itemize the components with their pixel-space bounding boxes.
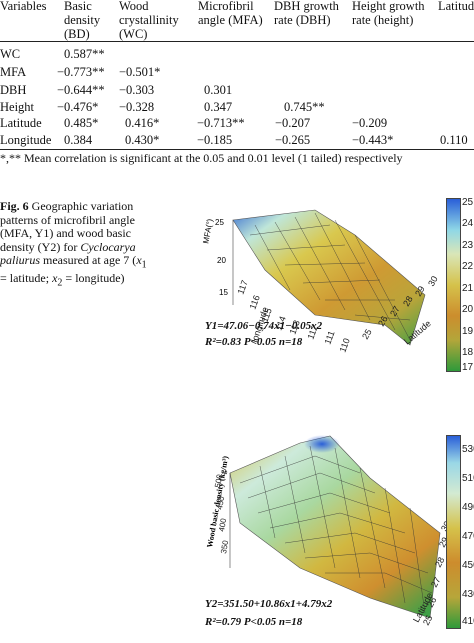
- mfa-colorbar: [446, 198, 461, 372]
- header-bd: Basic density (BD): [64, 0, 101, 41]
- table-cell: −0.303: [119, 83, 155, 97]
- y-tick: 112: [305, 324, 319, 341]
- row-label: WC: [0, 47, 21, 61]
- colorbar-tick: 410: [462, 616, 474, 627]
- table-rule-top: [0, 41, 474, 42]
- y-tick: 114: [273, 315, 287, 332]
- table-cell: 0.301: [204, 83, 233, 97]
- x-tick: 28: [401, 294, 415, 308]
- z-tick: 500: [213, 473, 224, 488]
- mfa-axis-label: MFA(°): [201, 218, 214, 244]
- row-label: MFA: [0, 65, 27, 79]
- figure-label: Fig. 6: [0, 199, 29, 213]
- x-tick: 26: [425, 595, 439, 609]
- x-tick: 25: [421, 613, 435, 627]
- mfa-equation: Y1=47.06−0.74x1−0.05x2: [205, 320, 323, 332]
- x-tick: 27: [388, 304, 402, 318]
- table-cell: 0.587**: [64, 47, 105, 61]
- colorbar-tick: 450: [462, 560, 474, 571]
- density-equation: Y2=351.50+10.86x1+4.79x2: [205, 598, 333, 610]
- colorbar-tick: 430: [462, 589, 474, 600]
- colorbar-tick: 530: [462, 444, 474, 455]
- table-rule-bottom: [0, 149, 474, 150]
- x-tick: 27: [429, 575, 443, 589]
- header-latitude: Latitude: [438, 0, 474, 13]
- table-cell: 0.430*: [125, 133, 160, 147]
- density-grid: [239, 445, 433, 614]
- y-tick: 117: [235, 279, 249, 296]
- header-variables: Variables: [0, 0, 47, 13]
- z-tick: 400: [217, 517, 228, 532]
- header-height: Height growth rate (height): [352, 0, 425, 27]
- table-footnote: *,** Mean correlation is significant at …: [0, 151, 403, 165]
- table-cell: −0.501*: [119, 65, 161, 79]
- colorbar-tick: 20: [462, 304, 474, 315]
- z-tick: 20: [217, 256, 226, 265]
- table-cell: −0.773**: [57, 65, 105, 79]
- table-cell: −0.443*: [352, 133, 394, 147]
- table-cell: −0.644**: [57, 83, 105, 97]
- x-tick: 30: [426, 274, 440, 288]
- table-cell: −0.207: [275, 116, 311, 130]
- colorbar-tick: 18: [462, 347, 474, 358]
- z-tick: 15: [219, 288, 228, 297]
- colorbar-tick: 24: [462, 218, 474, 229]
- mfa-surface-plot: MFA(°) 25 20 15 117 116 115 114 113 112 …: [201, 209, 440, 354]
- row-label: Longitude: [0, 133, 52, 147]
- colorbar-tick: 17: [462, 362, 474, 373]
- z-tick: 25: [215, 218, 224, 227]
- table-cell: 0.384: [64, 133, 93, 147]
- x-tick: 28: [433, 555, 447, 569]
- table-cell: 0.485*: [64, 116, 99, 130]
- figure-caption: Fig. 6 Geographic variation patterns of …: [0, 199, 150, 290]
- colorbar-tick: 21: [462, 283, 474, 294]
- x-tick: 30: [439, 519, 448, 533]
- table-cell: −0.265: [275, 133, 311, 147]
- y-tick: 111: [322, 329, 336, 345]
- colorbar-tick: 25: [462, 197, 474, 208]
- table-cell: 0.416*: [125, 116, 160, 130]
- header-dbh: DBH growth rate (DBH): [274, 0, 339, 27]
- header-mfa: Microfibril angle (MFA): [198, 0, 263, 27]
- z-tick: 350: [219, 539, 230, 554]
- row-label: Height: [0, 100, 35, 114]
- x-tick: 25: [360, 327, 374, 341]
- colorbar-tick: 22: [462, 261, 474, 272]
- x-tick: 26: [376, 314, 390, 328]
- table-cell: −0.476*: [57, 100, 99, 114]
- table-cell: 0.745**: [284, 100, 325, 114]
- row-label: Latitude: [0, 116, 42, 130]
- table-cell: −0.209: [352, 116, 388, 130]
- colorbar-tick: 23: [462, 240, 474, 251]
- mfa-surface: [232, 209, 426, 346]
- mfa-stats: R²=0.83 P<0.05 n=18: [205, 336, 303, 348]
- z-tick: 450: [215, 495, 226, 510]
- row-label: DBH: [0, 83, 27, 97]
- x-tick: 29: [413, 284, 427, 298]
- figure-caption-text: Geographic variation patterns of microfi…: [0, 199, 147, 289]
- y-tick: 115: [259, 307, 273, 324]
- table-cell: 0.347: [204, 100, 233, 114]
- density-stats: R²=0.79 P<0.05 n=18: [205, 616, 303, 628]
- density-peak: [304, 435, 340, 453]
- density-colorbar: [446, 435, 461, 629]
- y-tick: 110: [337, 337, 351, 354]
- density-surface: [229, 435, 441, 619]
- density-surface-plot: Wood basic density (kg/m³) 500 450 400 3…: [205, 435, 448, 627]
- colorbar-tick: 490: [462, 502, 474, 513]
- header-wc: Wood crystallinity (WC): [119, 0, 179, 41]
- x-tick: 29: [437, 535, 448, 549]
- y-tick: 113: [287, 319, 301, 336]
- table-cell: −0.713**: [197, 116, 245, 130]
- colorbar-tick: 19: [462, 326, 474, 337]
- table-cell: −0.328: [119, 100, 155, 114]
- colorbar-tick: 510: [462, 473, 474, 484]
- colorbar-tick: 470: [462, 531, 474, 542]
- table-cell: 0.110: [440, 133, 468, 147]
- y-tick: 116: [247, 294, 261, 311]
- table-cell: −0.185: [197, 133, 233, 147]
- mfa-grid: [249, 212, 411, 341]
